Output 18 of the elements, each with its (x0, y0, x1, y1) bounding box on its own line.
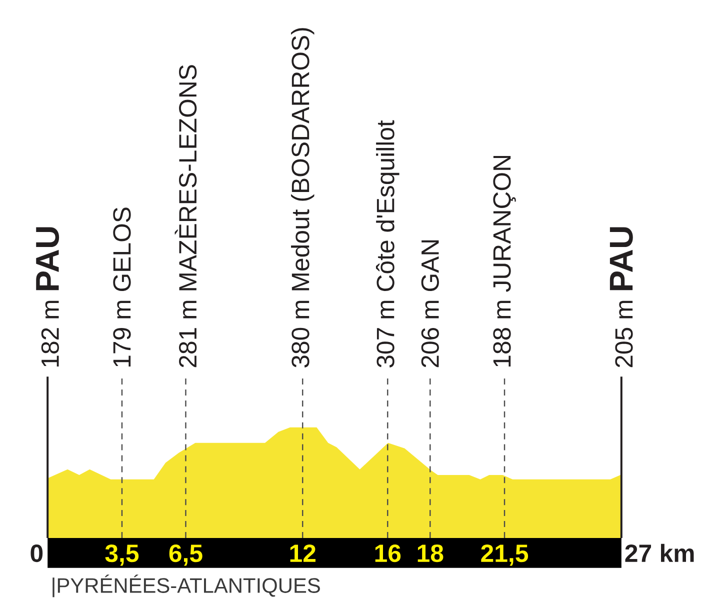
x-tick-label: 0 (30, 544, 43, 562)
x-tick-label: 16 (375, 544, 401, 562)
x-tick-label: 6,5 (169, 544, 202, 566)
x-tick-label: 18 (418, 544, 444, 562)
x-tick-label: 12 (290, 544, 316, 562)
ref-line-label: 307 m Côte d'Esquillot (376, 120, 400, 368)
x-tick-label: 3,5 (105, 544, 139, 566)
text: |PYRÉNÉES-ATLANTIQUES (52, 574, 320, 598)
ref-line-label: 380 m Medout (BOSDARROS) (291, 28, 314, 368)
x-axis-title: km (661, 544, 694, 562)
ref-line-label: 205 m PAU (610, 227, 633, 368)
x-tick-label: 21,5 (481, 544, 528, 566)
x-tick-label: 27 (625, 544, 652, 562)
ref-line-label: 206 m GAN (421, 240, 439, 368)
ref-line-label: 179 m GELOS (113, 208, 131, 367)
ref-line-label: 182 m PAU (36, 227, 60, 367)
ref-line-label: 281 m MAZÈRES-LEZONS (174, 65, 197, 368)
ref-line-label: 188 m JURANÇON (493, 156, 516, 367)
